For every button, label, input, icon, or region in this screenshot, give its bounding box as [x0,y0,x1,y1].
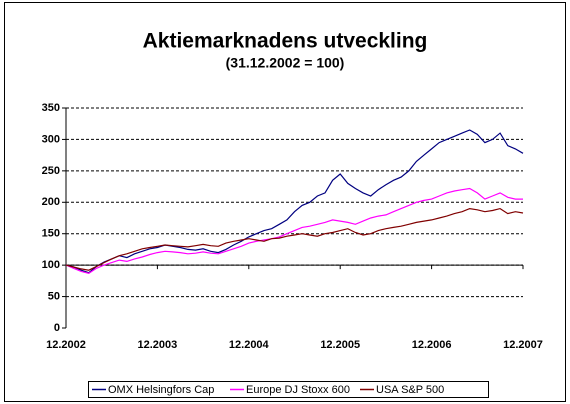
y-tick-label: 100 [42,259,60,271]
chart-title: Aktiemarknadens utveckling [143,30,428,53]
y-tick-label: 50 [48,290,60,302]
series-line [65,207,524,271]
legend-box [88,381,489,398]
y-tick-label: 350 [42,102,60,114]
y-tick-label: 200 [42,196,60,208]
x-tick-label: 12.2007 [503,339,543,351]
legend-label: OMX Helsingfors Cap [108,384,214,396]
legend-label: USA S&P 500 [376,384,444,396]
x-tick-label: 12.2002 [46,339,86,351]
chart-frame [4,2,566,402]
y-tick-label: 150 [42,228,60,240]
chart-subtitle: (31.12.2002 = 100) [226,55,345,71]
y-tick-label: 250 [42,165,60,177]
legend-label: Europe DJ Stoxx 600 [246,384,350,396]
x-tick-label: 12.2005 [320,339,360,351]
y-tick-label: 0 [54,322,60,334]
x-tick-label: 12.2006 [412,339,452,351]
series-line [65,129,524,274]
x-tick-label: 12.2004 [229,339,270,351]
x-tick-label: 12.2003 [138,339,178,351]
series-line [65,187,523,274]
y-tick-label: 300 [42,133,60,145]
